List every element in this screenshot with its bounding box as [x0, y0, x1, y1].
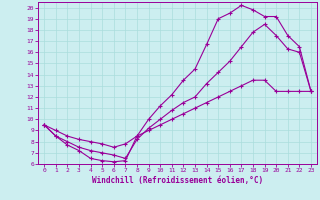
X-axis label: Windchill (Refroidissement éolien,°C): Windchill (Refroidissement éolien,°C)	[92, 176, 263, 185]
